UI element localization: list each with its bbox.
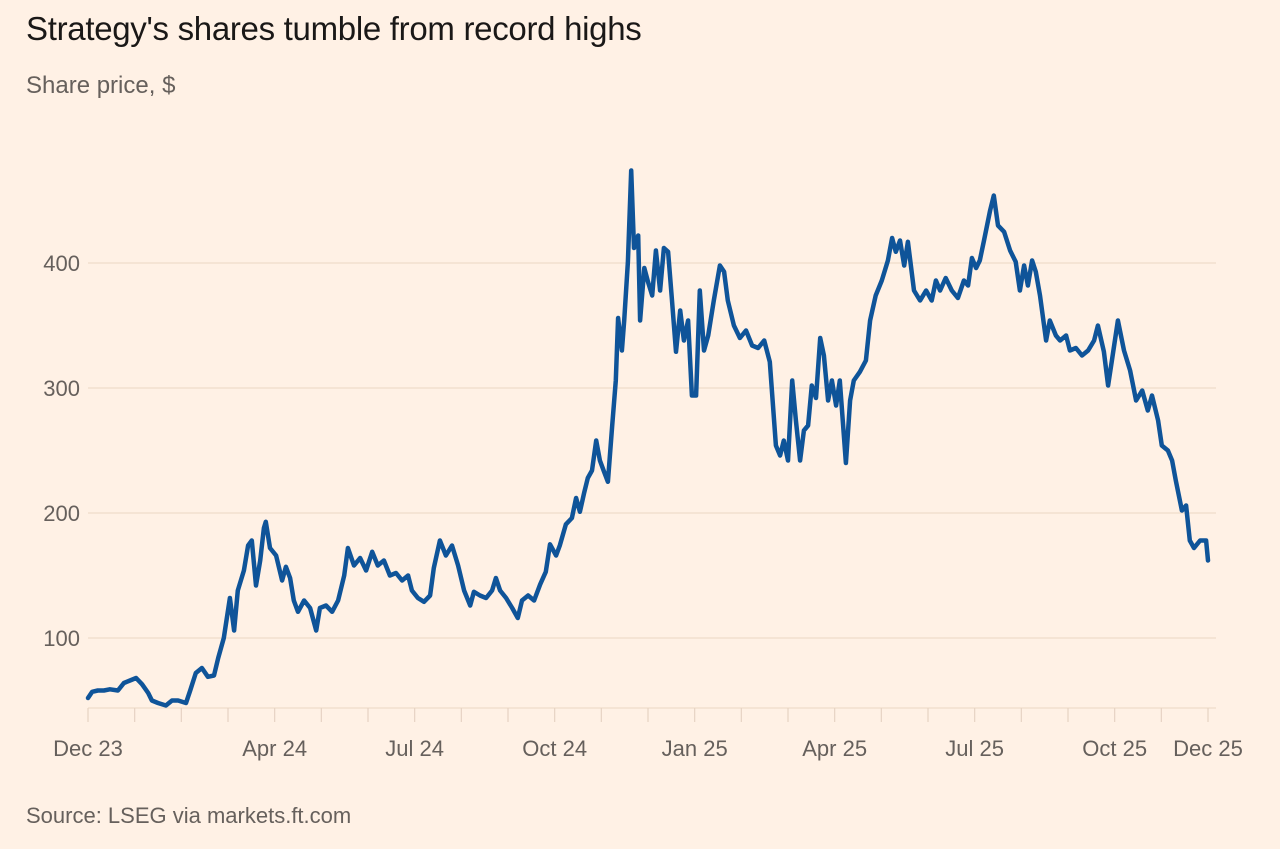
y-tick-label: 200 xyxy=(43,501,80,526)
x-tick-label: Dec 25 xyxy=(1173,736,1243,761)
x-tick-label: Apr 25 xyxy=(802,736,867,761)
x-tick-label: Jul 24 xyxy=(385,736,444,761)
x-tick-label: Apr 24 xyxy=(242,736,307,761)
chart-title: Strategy's shares tumble from record hig… xyxy=(26,10,642,47)
x-tick-label: Oct 24 xyxy=(522,736,587,761)
x-axis: Dec 23 Apr 24 Jul 24 Oct 24 Jan 25 Apr 25 Jul … xyxy=(53,707,1243,761)
x-tick-label: Dec 23 xyxy=(53,736,123,761)
y-axis: 100 200 300 400 xyxy=(43,251,80,651)
series-line-share-price xyxy=(85,168,1211,708)
series-layer xyxy=(85,168,1211,708)
chart-subtitle: Share price, $ xyxy=(26,72,176,99)
y-tick-label: 300 xyxy=(43,376,80,401)
y-tick-label: 100 xyxy=(43,626,80,651)
x-tick-label: Jul 25 xyxy=(945,736,1004,761)
y-tick-label: 400 xyxy=(43,251,80,276)
x-tick-label: Jan 25 xyxy=(662,736,728,761)
gridlines xyxy=(88,262,1216,639)
source-note: Source: LSEG via markets.ft.com xyxy=(26,803,352,828)
x-tick-label: Oct 25 xyxy=(1082,736,1147,761)
